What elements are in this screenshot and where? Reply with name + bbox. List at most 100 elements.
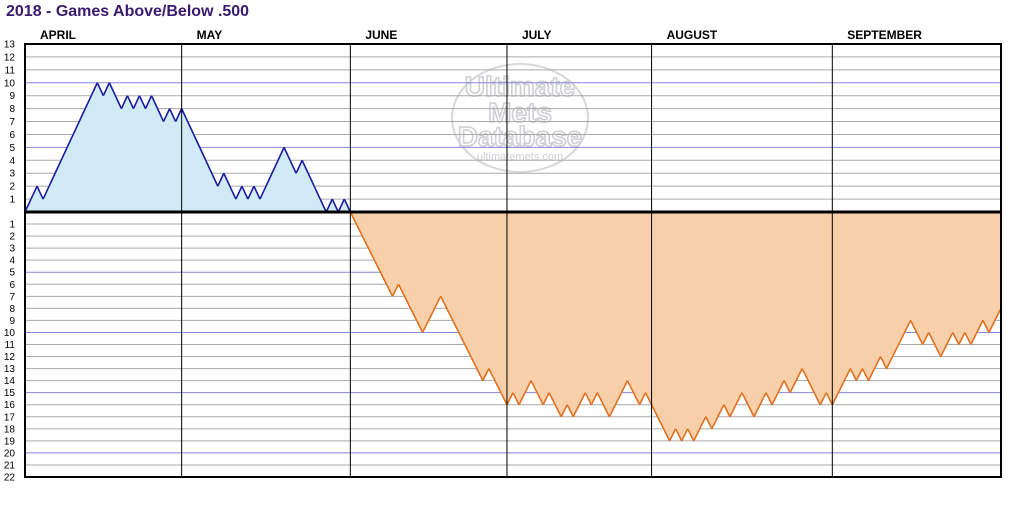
record-segment-116 [723, 404, 731, 418]
y-tick-below-17: 17 [4, 412, 16, 423]
record-segment-58 [373, 259, 382, 273]
y-tick-below-7: 7 [9, 292, 15, 303]
y-tick-below-3: 3 [9, 244, 15, 255]
record-segment-80 [506, 392, 514, 406]
record-segment-71 [452, 320, 460, 333]
record-segment-12 [96, 82, 105, 97]
record-segment-143 [885, 356, 894, 369]
record-segment-57 [367, 247, 376, 261]
record-segment-150 [927, 332, 936, 345]
record-segment-1 [30, 185, 38, 200]
record-segment-63 [403, 295, 412, 309]
record-segment-27 [186, 121, 195, 135]
ultimate-mets-watermark: Ultimate Mets Database ultimatemets.com [451, 63, 589, 173]
record-segment-8 [72, 121, 80, 135]
y-tick-above-1: 1 [9, 195, 15, 206]
y-tick-below-10: 10 [4, 328, 16, 339]
record-segment-95 [596, 392, 605, 406]
record-segment-125 [777, 380, 785, 394]
record-segment-145 [897, 332, 906, 345]
record-segment-23 [162, 108, 171, 122]
record-segment-103 [644, 392, 653, 406]
record-segment-60 [385, 283, 394, 297]
y-tick-below-2: 2 [9, 232, 15, 243]
watermark-oval [451, 63, 589, 173]
record-segment-15 [114, 95, 123, 109]
y-tick-above-3: 3 [9, 169, 15, 180]
y-tick-above-11: 11 [5, 65, 16, 76]
record-segment-47 [307, 172, 315, 187]
record-segment-59 [379, 271, 388, 285]
record-segment-106 [662, 428, 671, 442]
month-label-may: MAY [197, 28, 223, 42]
record-segment-2 [36, 185, 44, 200]
record-segment-49 [319, 198, 327, 213]
record-segment-155 [958, 332, 966, 345]
record-segment-69 [439, 295, 448, 309]
record-segment-9 [78, 108, 86, 122]
record-segment-88 [554, 404, 562, 418]
record-segment-151 [934, 344, 942, 357]
record-segment-79 [500, 392, 508, 406]
record-segment-42 [277, 147, 285, 161]
record-segment-118 [735, 392, 743, 406]
record-segment-64 [409, 308, 418, 321]
record-segment-32 [217, 172, 225, 187]
record-segment-0 [24, 198, 32, 213]
record-segment-65 [415, 320, 424, 333]
record-segment-128 [795, 368, 803, 381]
y-tick-below-15: 15 [4, 388, 16, 399]
record-segment-61 [391, 283, 400, 297]
record-segment-7 [66, 134, 74, 148]
y-tick-below-9: 9 [9, 316, 15, 327]
month-dividers: APRIL MAY JUNE JULY AUGUST SEPTEMBER [40, 28, 922, 477]
record-segment-13 [102, 82, 111, 97]
record-segment-92 [578, 392, 587, 406]
record-segment-17 [126, 95, 135, 109]
record-segment-82 [518, 392, 526, 406]
y-tick-above-2: 2 [9, 182, 15, 193]
month-label-august: AUGUST [667, 28, 718, 42]
record-segment-78 [494, 380, 502, 394]
record-segment-160 [988, 320, 996, 333]
record-segment-85 [536, 392, 544, 406]
record-segment-35 [235, 185, 243, 200]
record-segment-31 [211, 172, 219, 187]
record-segment-81 [512, 392, 520, 406]
y-tick-above-4: 4 [9, 156, 15, 167]
record-segment-121 [753, 404, 761, 418]
record-segment-126 [783, 380, 791, 394]
y-tick-labels: 1234567891011121312345678910111213141516… [4, 40, 16, 484]
record-segment-117 [729, 404, 737, 418]
record-segment-11 [90, 82, 99, 97]
record-segment-134 [831, 392, 840, 406]
record-segment-24 [168, 108, 177, 122]
record-segment-70 [446, 308, 454, 321]
record-segment-29 [198, 147, 207, 161]
record-segment-104 [650, 404, 659, 418]
record-areas [24, 82, 1002, 442]
record-segment-83 [524, 380, 532, 394]
record-segment-62 [397, 283, 406, 297]
record-segment-10 [84, 95, 92, 109]
record-segment-87 [548, 392, 556, 406]
record-segment-56 [361, 235, 370, 249]
record-segment-20 [144, 95, 153, 109]
y-tick-below-18: 18 [4, 424, 16, 435]
record-segment-37 [247, 185, 255, 200]
record-segment-16 [120, 95, 129, 109]
watermark-url: ultimatemets.com [477, 151, 563, 163]
record-segment-14 [108, 82, 117, 97]
record-segment-153 [946, 332, 954, 345]
record-segment-139 [861, 368, 870, 381]
record-segment-161 [994, 308, 1002, 321]
record-segment-97 [608, 404, 617, 418]
record-segment-123 [765, 392, 773, 406]
record-segment-109 [680, 428, 689, 442]
record-segment-6 [60, 147, 68, 161]
record-segment-76 [482, 368, 490, 381]
record-segment-84 [530, 380, 538, 394]
record-segment-115 [717, 404, 725, 418]
y-tick-below-14: 14 [4, 376, 16, 387]
